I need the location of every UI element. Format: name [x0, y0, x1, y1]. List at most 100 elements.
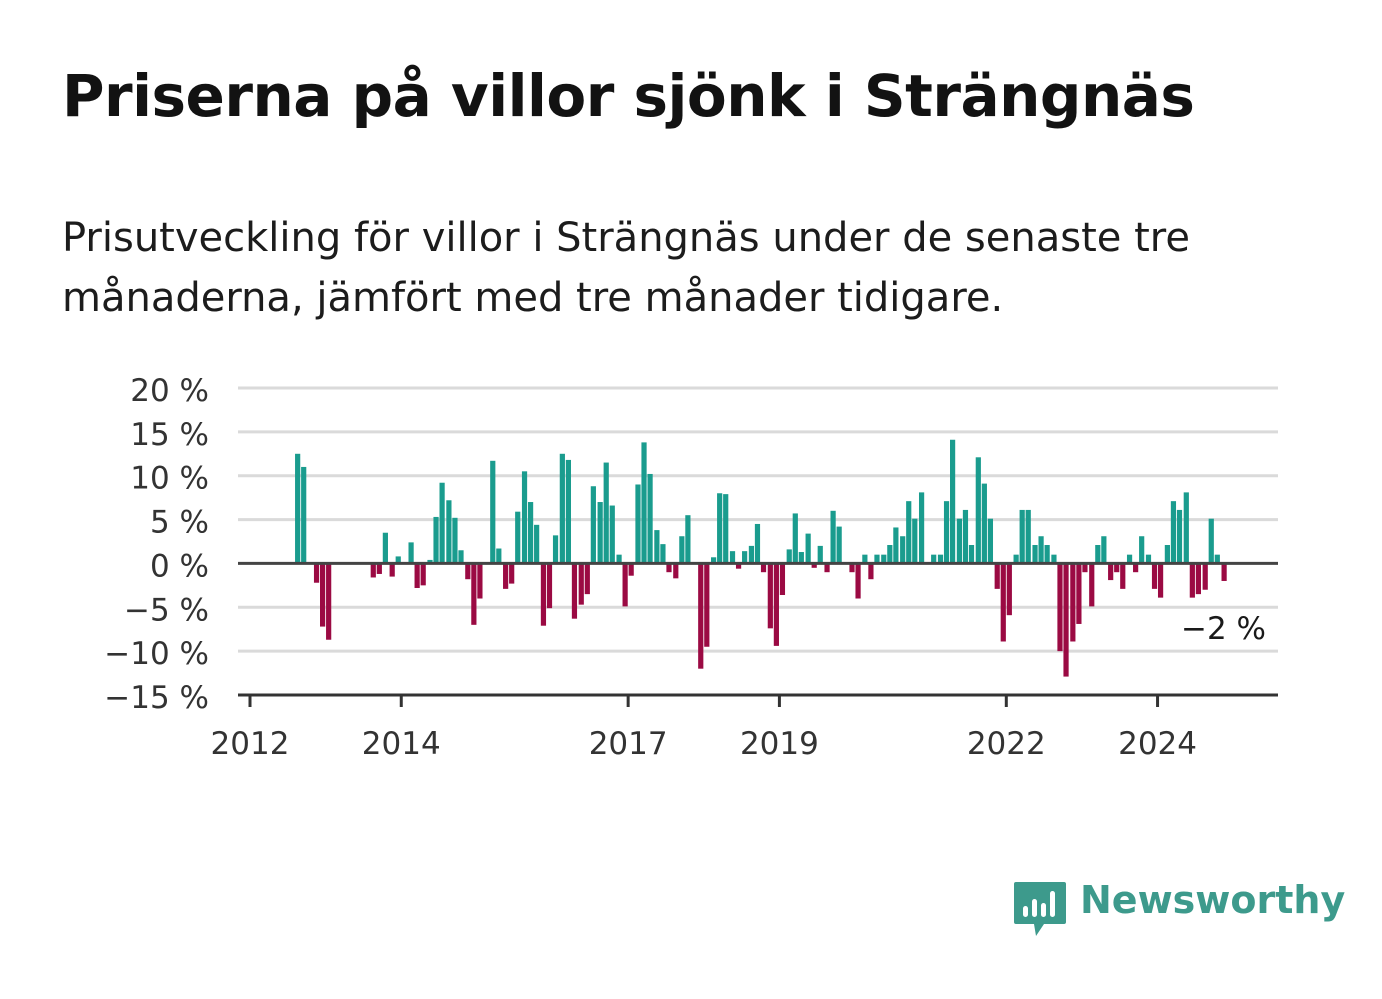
- bar: [609, 505, 615, 564]
- bar: [679, 536, 685, 564]
- bar: [427, 559, 433, 564]
- bar: [1183, 492, 1189, 564]
- bar: [647, 473, 653, 564]
- bar: [1051, 554, 1057, 564]
- bar: [654, 530, 660, 564]
- bar: [1221, 563, 1227, 581]
- bar: [1089, 563, 1095, 607]
- bar: [527, 502, 534, 564]
- bar: [792, 513, 798, 564]
- bar: [1151, 563, 1158, 589]
- bar: [389, 563, 395, 577]
- bar: [943, 501, 950, 564]
- bar: [503, 563, 509, 589]
- bar: [1145, 554, 1152, 564]
- bar: [565, 459, 572, 564]
- bar: [881, 554, 887, 564]
- bar: [742, 551, 748, 564]
- bar: [660, 544, 666, 564]
- bar: [855, 563, 861, 599]
- chart-title: Priserna på villor sjönk i Strängnäs: [62, 62, 1195, 130]
- y-tick-label: 15 %: [130, 417, 209, 453]
- y-tick-label: 10 %: [130, 461, 209, 497]
- bar: [1114, 563, 1120, 573]
- bar: [408, 542, 414, 564]
- x-tick-label: 2014: [362, 726, 441, 762]
- bar: [1157, 563, 1164, 598]
- bar: [313, 563, 320, 583]
- newsworthy-logo-icon: [1014, 882, 1066, 936]
- bar: [1019, 509, 1025, 564]
- bar: [490, 460, 496, 564]
- bar: [515, 511, 521, 564]
- bar: [597, 502, 603, 564]
- bar: [628, 563, 634, 576]
- bar: [534, 524, 540, 564]
- bar: [779, 563, 786, 596]
- bar: [987, 518, 994, 564]
- bar: [452, 517, 458, 564]
- bar: [509, 563, 515, 584]
- bar: [559, 453, 565, 564]
- bar: [641, 442, 647, 564]
- bar: [918, 492, 925, 564]
- bars: [295, 439, 1227, 677]
- bar: [874, 554, 880, 564]
- bar: [546, 563, 553, 609]
- bar: [735, 563, 742, 569]
- x-tick-label: 2017: [589, 726, 668, 762]
- bar: [1120, 563, 1126, 589]
- bar: [773, 563, 779, 646]
- bar: [571, 563, 578, 619]
- bar: [1025, 509, 1031, 564]
- chart-subtitle: Prisutveckling för villor i Strängnäs un…: [62, 215, 1190, 321]
- bar: [760, 563, 767, 573]
- bar: [698, 563, 704, 669]
- axis-labels: 20 % 15 % 10 % 5 % 0 % −5 % −10 % −15 %2012 2014…: [104, 373, 1266, 762]
- bar: [1139, 536, 1145, 564]
- bar: [1202, 563, 1208, 590]
- bar: [1108, 563, 1114, 581]
- bar: [723, 494, 729, 564]
- bar: [584, 563, 590, 595]
- bar: [786, 549, 792, 564]
- bar: [471, 563, 477, 625]
- bar: [912, 518, 918, 564]
- bar: [666, 563, 672, 573]
- brand-name: Newsworthy: [1080, 878, 1346, 922]
- bar: [931, 554, 937, 564]
- bar: [370, 563, 376, 578]
- bar: [906, 501, 912, 564]
- bar: [817, 545, 823, 564]
- bar: [320, 563, 326, 627]
- bar: [578, 563, 584, 605]
- last-value-annotation: −2 %: [1181, 611, 1266, 647]
- bar: [603, 462, 609, 564]
- bar: [704, 563, 710, 647]
- bar: [439, 482, 445, 564]
- bar: [1082, 563, 1088, 573]
- bar: [981, 483, 987, 564]
- bar: [521, 471, 528, 564]
- bar: [862, 554, 868, 564]
- bar: [1044, 545, 1050, 564]
- bar: [616, 554, 622, 564]
- bar: [1208, 518, 1214, 564]
- bar: [849, 563, 855, 573]
- bar: [685, 515, 691, 564]
- bar: [1063, 563, 1069, 677]
- bar: [326, 563, 332, 640]
- bar: [1170, 501, 1177, 564]
- bar: [767, 563, 773, 629]
- bar: [1032, 545, 1038, 564]
- bar: [1214, 554, 1220, 564]
- bar: [395, 556, 401, 564]
- bar: [1164, 545, 1170, 564]
- bar: [994, 563, 1000, 589]
- y-tick-label: −15 %: [104, 680, 209, 716]
- bar: [477, 563, 483, 599]
- bar: [446, 500, 452, 564]
- bar: [382, 532, 388, 564]
- bar: [836, 526, 842, 564]
